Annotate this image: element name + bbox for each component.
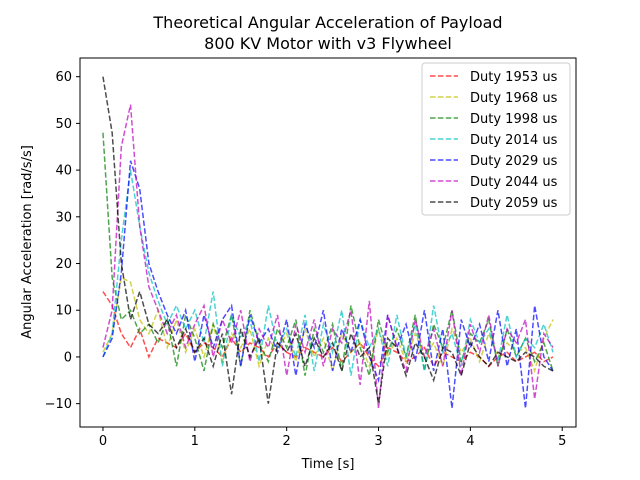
y-axis-label: Angular Acceleration [rad/s/s]	[20, 145, 35, 339]
y-tick-label: 30	[55, 210, 72, 225]
x-tick-label: 3	[374, 434, 382, 449]
series-line-5	[102, 160, 554, 409]
x-tick-label: 0	[99, 434, 107, 449]
series-line-2	[102, 276, 554, 374]
series-layer	[102, 76, 554, 409]
legend-label-6: Duty 2044 us	[470, 175, 558, 190]
y-tick-label: 40	[55, 164, 72, 179]
legend-label-2: Duty 1968 us	[470, 91, 558, 106]
chart-legend: Duty 1953 us Duty 1968 us Duty 1998 us Duty…	[421, 62, 571, 216]
legend-label-3: Duty 1998 us	[470, 112, 558, 127]
x-tick-label: 5	[558, 434, 566, 449]
y-tick-label: 10	[55, 304, 72, 319]
y-tick-label: 60	[55, 70, 72, 85]
legend-label-7: Duty 2059 us	[470, 196, 558, 211]
x-tick-label: 2	[283, 434, 291, 449]
y-tick-label: 50	[55, 117, 72, 132]
x-axis-label: Time [s]	[301, 457, 355, 472]
y-tick-label: −10	[45, 397, 72, 412]
y-tick-label: 20	[55, 257, 72, 272]
plot-area-frame	[79, 57, 577, 428]
series-line-6	[102, 104, 554, 409]
y-axis-ticks: −10 0 10 20 30 40 50 60	[45, 70, 80, 412]
legend-frame	[421, 62, 571, 216]
x-tick-label: 4	[466, 434, 474, 449]
series-line-7	[102, 76, 554, 404]
legend-label-4: Duty 2014 us	[470, 133, 558, 148]
x-tick-label: 1	[191, 434, 199, 449]
chart-title: Theoretical Angular Acceleration of Payl…	[152, 13, 502, 32]
legend-label-5: Duty 2029 us	[470, 154, 558, 169]
legend-label-1: Duty 1953 us	[470, 70, 558, 85]
x-axis-ticks: 0 1 2 3 4 5	[99, 427, 566, 449]
chart-subtitle: 800 KV Motor with v3 Flywheel	[204, 34, 452, 53]
y-tick-label: 0	[64, 350, 72, 365]
